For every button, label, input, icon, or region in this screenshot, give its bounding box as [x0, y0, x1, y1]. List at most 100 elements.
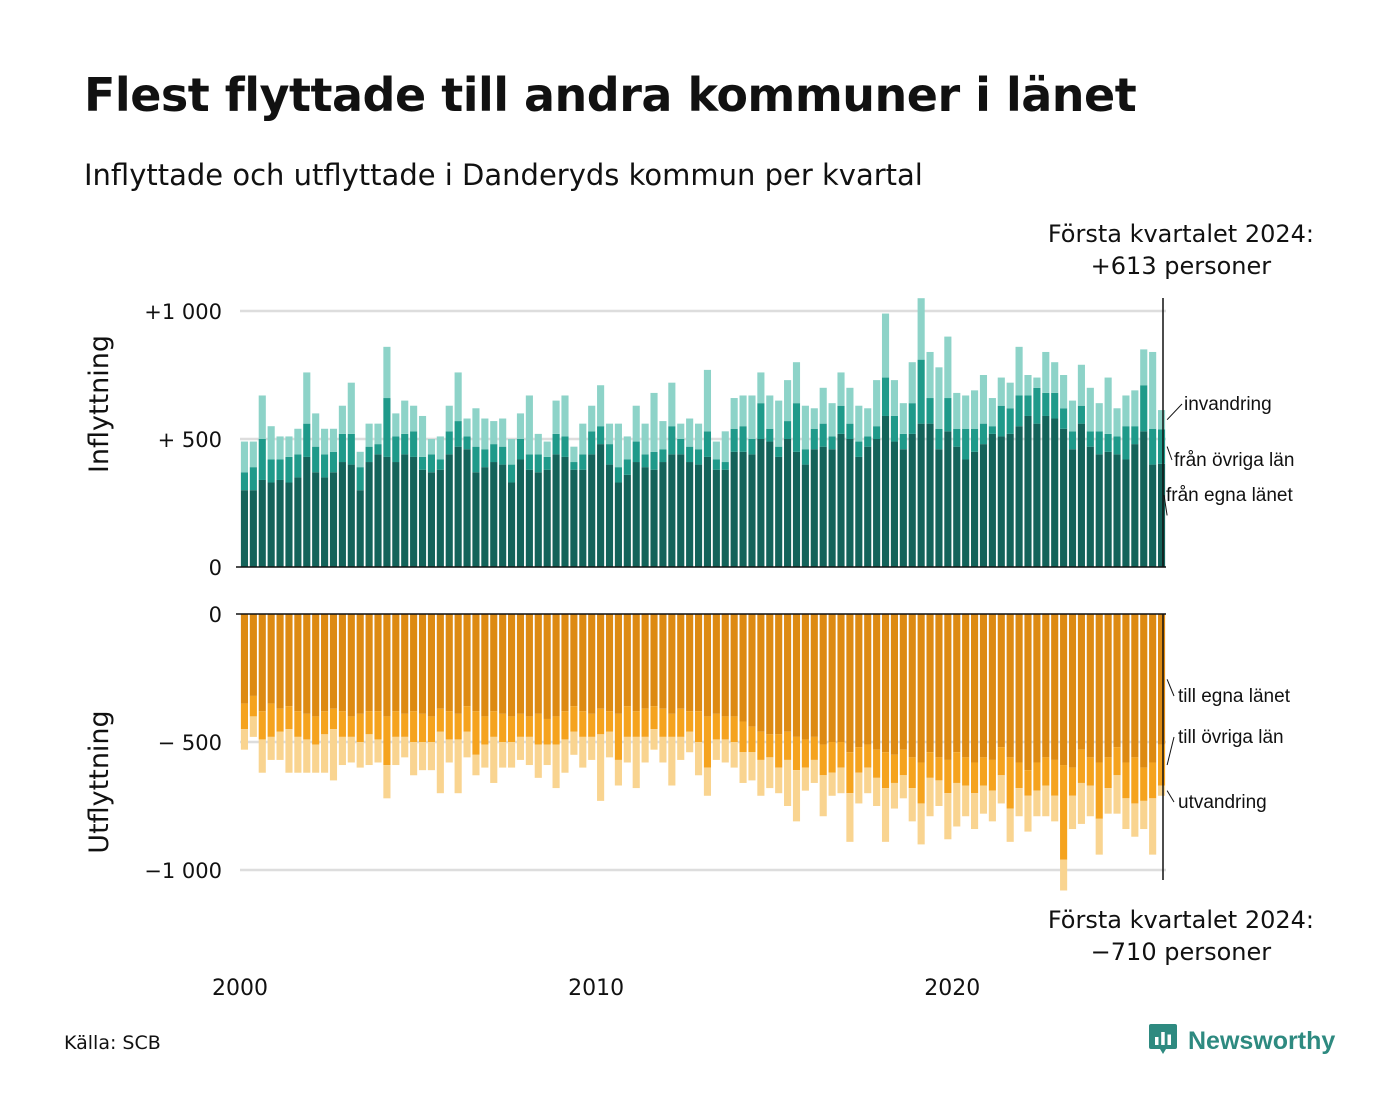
inflow-bar-segment [694, 449, 703, 465]
outflow-bar-segment [908, 788, 916, 822]
inflow-bar-segment [784, 439, 792, 567]
inflow-bar-segment [650, 451, 658, 470]
outflow-bar-segment [641, 708, 649, 737]
inflow-bar-segment [410, 431, 418, 457]
outflow-bar-segment [917, 614, 925, 763]
chart-title: Flest flyttade till andra kommuner i län… [84, 68, 1137, 122]
inflow-bar-segment [534, 472, 542, 567]
callout-bottom-line1: Första kvartalet 2024: [1047, 906, 1314, 934]
outflow-bar-segment [810, 614, 818, 737]
inflow-bar-segment [1068, 431, 1077, 450]
outflow-bar-segment [1051, 759, 1059, 796]
outflow-bar-segment [1149, 614, 1157, 763]
outflow-bar-segment [650, 729, 658, 750]
outflow-bar-segment [445, 739, 453, 763]
outflow-bar-segment [846, 614, 854, 753]
inflow-bar-segment [810, 449, 818, 567]
inflow-bar-segment [1149, 351, 1157, 429]
inflow-bar-segment [917, 423, 925, 567]
outflow-bar-segment [401, 614, 409, 714]
inflow-bar-segment [739, 426, 747, 452]
inflow-bar-segment [1140, 431, 1148, 567]
outflow-bar-segment [543, 614, 551, 719]
outflow-bar-segment [1095, 614, 1103, 763]
inflow-bar-segment [597, 385, 605, 427]
inflow-bar-segment [650, 392, 658, 452]
outflow-bar-segment [703, 716, 712, 768]
inflow-bar-segment [1140, 385, 1148, 432]
outflow-bar-segment [864, 614, 872, 745]
outflow-bar-segment [926, 614, 934, 753]
outflow-bar-segment [1113, 747, 1121, 776]
outflow-bar-segment [721, 739, 729, 763]
inflow-bar-segment [285, 456, 293, 483]
inflow-bar-segment [703, 456, 712, 567]
inflow-bar-segment [588, 454, 596, 567]
inflow-bar-segment [329, 451, 338, 473]
inflow-bar-segment [881, 377, 890, 416]
outflow-bar-segment [686, 711, 694, 732]
outflow-bar-segment [890, 614, 898, 755]
inflow-bar-segment [881, 415, 890, 567]
chart-subtitle: Inflyttade och utflyttade i Danderyds ko… [84, 158, 923, 192]
inflow-bar-segment [873, 380, 881, 427]
labels-layer: 0 + 500 +1 000 0 − 500 −1 000 Inflyttning Utfly… [84, 300, 1294, 1001]
inflow-bar-segment [873, 439, 881, 567]
outflow-bar-segment [490, 736, 498, 783]
outflow-bar-segment [1113, 775, 1121, 814]
outflow-bar-segment [436, 731, 444, 794]
outflow-bar-segment [1104, 757, 1112, 789]
outflow-bar-segment [757, 614, 765, 732]
callout-top-line1: Första kvartalet 2024: [1047, 220, 1314, 248]
inflow-bar-segment [801, 449, 809, 465]
inflow-bar-segment [997, 436, 1005, 567]
newsworthy-logo[interactable]: Newsworthy [1148, 1022, 1335, 1060]
outflow-bar-segment [775, 734, 783, 768]
inflow-bar-segment [1033, 377, 1041, 388]
inflow-bar-segment [1077, 423, 1085, 567]
inflow-bar-segment [944, 431, 952, 567]
inflow-bar-segment [632, 441, 640, 463]
outflow-bar-segment [516, 713, 525, 737]
inflow-bar-segment [1149, 428, 1157, 465]
inflow-bar-segment [276, 479, 284, 567]
inflow-bar-segment [1157, 410, 1166, 430]
outflow-bar-segment [285, 706, 293, 730]
inflow-bar-segment [570, 469, 578, 567]
inflow-bar-segment [677, 423, 685, 439]
inflow-bar-segment [1015, 426, 1023, 567]
inflow-bar-segment [481, 449, 489, 468]
callout-bottom-line2: −710 personer [1090, 938, 1272, 966]
outflow-bar-segment [757, 759, 765, 796]
outflow-bar-segment [1157, 614, 1166, 745]
inflow-bar-segment [454, 446, 462, 567]
inflow-bar-segment [383, 456, 391, 567]
inflow-bar-segment [418, 456, 427, 470]
inflow-bar-segment [392, 436, 400, 463]
inflow-bar-segment [499, 446, 507, 465]
inflow-bar-segment [855, 456, 863, 567]
outflow-bar-segment [659, 614, 667, 709]
outflow-bar-segment [1042, 757, 1050, 786]
outflow-bar-segment [686, 731, 694, 753]
outflow-bar-segment [1051, 614, 1059, 760]
outflow-segment-label: till övriga län [1178, 727, 1284, 748]
inflow-bar-segment [543, 469, 551, 567]
outflow-segment-label: utvandring [1178, 792, 1267, 813]
inflow-bar-segment [988, 398, 996, 427]
inflow-bar-segment [427, 439, 435, 455]
inflow-bar-segment [766, 428, 774, 442]
inflow-bar-segment [730, 398, 738, 429]
inflow-bar-segment [846, 439, 854, 567]
inflow-bar-segment [472, 472, 480, 567]
outflow-bar-segment [1077, 749, 1085, 783]
inflow-bar-segment [454, 372, 462, 422]
outflow-bar-segment [846, 793, 854, 842]
outflow-bar-segment [427, 716, 435, 742]
outflow-bar-segment [240, 614, 249, 704]
inflow-bar-segment [605, 444, 614, 465]
inflow-bar-segment [1104, 433, 1112, 452]
inflow-bar-segment [597, 444, 605, 567]
inflow-bar-segment [792, 451, 801, 567]
outflow-bar-segment [436, 708, 444, 732]
